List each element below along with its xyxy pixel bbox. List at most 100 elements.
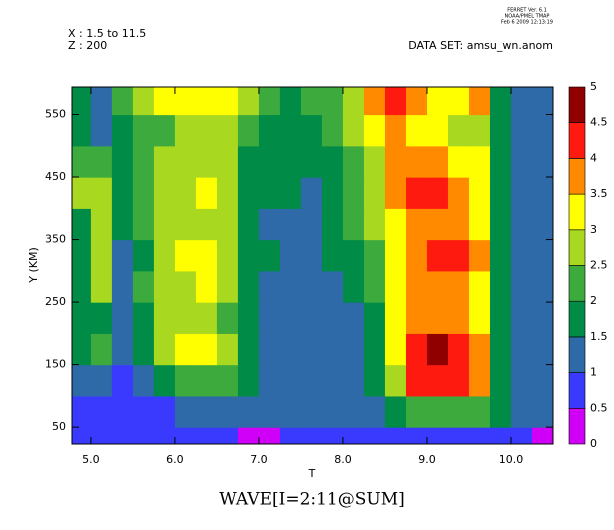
- contour-cell: [384, 395, 407, 428]
- contour-cell: [195, 395, 218, 428]
- contour-cell: [384, 208, 407, 241]
- contour-cell: [237, 302, 260, 334]
- contour-cell: [468, 145, 491, 178]
- contour-cell: [342, 364, 365, 397]
- contour-cell: [384, 364, 407, 397]
- contour-cell: [405, 427, 428, 444]
- header-line: X : 1.5 to 11.5: [68, 27, 146, 40]
- contour-cell: [90, 208, 113, 241]
- contour-cell: [237, 427, 260, 444]
- contour-cell: [153, 208, 176, 241]
- colorbar-label: 4: [590, 151, 597, 164]
- contour-cell: [489, 427, 512, 444]
- stamp: Feb 6 2009 12:13:19: [501, 20, 553, 26]
- contour-cell: [300, 208, 323, 241]
- x-tick-label: 8.0: [334, 453, 352, 466]
- contour-cell: [363, 114, 386, 147]
- contour-cell: [447, 302, 470, 334]
- contour-cell: [531, 395, 553, 428]
- contour-cell: [342, 302, 365, 334]
- colorbar-label: 2: [590, 294, 597, 307]
- contour-cell: [132, 427, 155, 444]
- contour-cell: [510, 114, 533, 147]
- contour-cell: [111, 427, 134, 444]
- contour-cell: [426, 239, 449, 272]
- contour-cell: [153, 239, 176, 272]
- contour-cell: [216, 145, 239, 178]
- contour-cell: [132, 302, 155, 334]
- contour-cell: [426, 427, 449, 444]
- contour-cell: [216, 395, 239, 428]
- contour-cell: [468, 114, 491, 147]
- contour-cell: [132, 395, 155, 428]
- plot-frame: [71, 86, 554, 445]
- contour-cell: [300, 114, 323, 147]
- contour-cell: [258, 333, 281, 366]
- contour-cell: [321, 333, 344, 366]
- contour-cell: [111, 177, 134, 209]
- contour-cell: [342, 239, 365, 272]
- contour-cell: [72, 364, 92, 397]
- contour-cell: [174, 395, 197, 428]
- contour-cell: [174, 333, 197, 366]
- contour-cell: [489, 239, 512, 272]
- contour-cell: [405, 333, 428, 366]
- contour-cell: [384, 87, 407, 116]
- contour-cell: [531, 364, 553, 397]
- contour-cell: [216, 302, 239, 334]
- contour-cell: [279, 333, 302, 366]
- contour-cell: [363, 333, 386, 366]
- contour-cell: [321, 395, 344, 428]
- y-tick-label: 250: [45, 295, 66, 308]
- contour-cell: [237, 395, 260, 428]
- contour-cell: [132, 177, 155, 209]
- contour-cell: [468, 364, 491, 397]
- contour-cell: [216, 239, 239, 272]
- contour-cell: [300, 239, 323, 272]
- contour-cell: [447, 239, 470, 272]
- colorbar-box: [568, 372, 586, 409]
- contour-cell: [174, 239, 197, 272]
- contour-cell: [321, 145, 344, 178]
- contour-cell: [279, 208, 302, 241]
- contour-cell: [510, 87, 533, 116]
- contour-cell: [216, 87, 239, 116]
- contour-cell: [195, 333, 218, 366]
- contour-cell: [132, 145, 155, 178]
- contour-cell: [237, 270, 260, 303]
- contour-cell: [153, 145, 176, 178]
- x-tick-label: 9.0: [418, 453, 436, 466]
- contour-cell: [321, 302, 344, 334]
- contour-cell: [342, 208, 365, 241]
- contour-cell: [384, 302, 407, 334]
- contour-cell: [258, 114, 281, 147]
- contour-cell: [468, 333, 491, 366]
- colorbar-label: 0: [590, 437, 597, 450]
- contour-cell: [195, 270, 218, 303]
- contour-cell: [468, 208, 491, 241]
- contour-cell: [237, 177, 260, 209]
- contour-cell: [300, 145, 323, 178]
- contour-cell: [72, 177, 92, 209]
- contour-cell: [447, 427, 470, 444]
- chart-title: WAVE[I=2:11@SUM]: [219, 490, 405, 510]
- colorbar-label: 0.5: [590, 401, 608, 414]
- contour-cell: [321, 364, 344, 397]
- contour-cell: [111, 145, 134, 178]
- contour-cell: [132, 239, 155, 272]
- contour-cell: [321, 177, 344, 209]
- contour-cell: [384, 239, 407, 272]
- contour-cell: [510, 145, 533, 178]
- contour-cell: [153, 114, 176, 147]
- y-tick-label: 350: [45, 233, 66, 246]
- contour-cell: [300, 177, 323, 209]
- contour-cell: [300, 395, 323, 428]
- contour-cell: [72, 427, 92, 444]
- contour-cell: [174, 114, 197, 147]
- contour-cell: [90, 364, 113, 397]
- y-tick-label: 450: [45, 170, 66, 183]
- contour-cell: [90, 239, 113, 272]
- contour-cell: [258, 145, 281, 178]
- contour-cell: [489, 145, 512, 178]
- contour-cell: [426, 87, 449, 116]
